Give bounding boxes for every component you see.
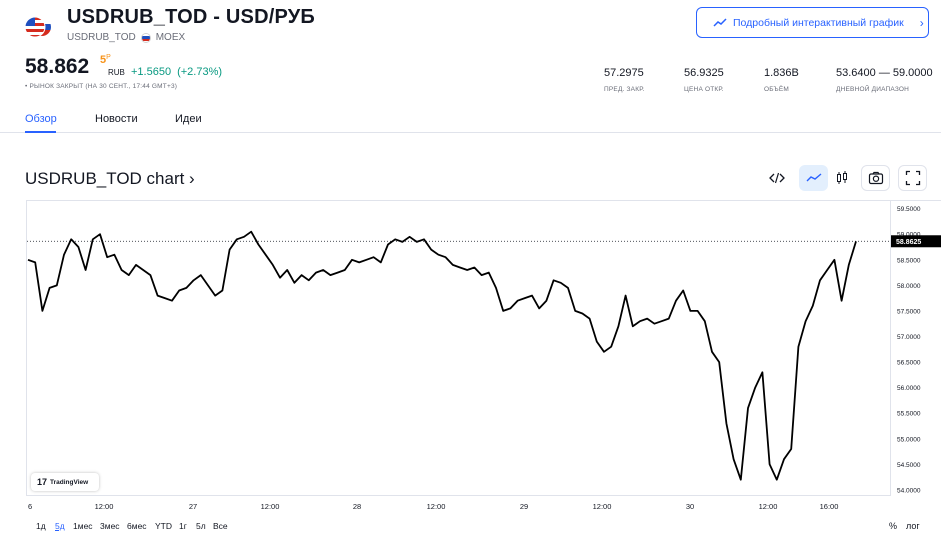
tab-bar: Обзор Новости Идеи bbox=[0, 105, 941, 133]
x-tick-label: 12:00 bbox=[759, 502, 778, 511]
price-series-line bbox=[27, 230, 857, 481]
stat-label: ЦЕНА ОТКР. bbox=[684, 86, 724, 93]
tab-overview[interactable]: Обзор bbox=[25, 113, 57, 125]
y-tick-label: 56.0000 bbox=[897, 385, 921, 392]
price-change: +1.5650 (+2.73%) bbox=[131, 66, 222, 78]
tradingview-badge-label: TradingView bbox=[50, 478, 89, 486]
x-tick-label: 12:00 bbox=[261, 502, 280, 511]
fullscreen-button[interactable] bbox=[898, 165, 927, 191]
log-scale-toggle[interactable]: лог bbox=[906, 521, 920, 531]
stat-prev-close: 57.2975 ПРЕД. ЗАКР. bbox=[604, 67, 645, 93]
y-tick-label: 59.0000 bbox=[897, 232, 921, 239]
stat-value: 1.836B bbox=[764, 67, 799, 79]
range-selector: 1д 5д 1мес 3мес 6мес YTD 1г 5л Все bbox=[0, 516, 941, 538]
exchange-name[interactable]: MOEX bbox=[155, 32, 186, 43]
y-tick-label: 58.0000 bbox=[897, 283, 921, 290]
fullscreen-icon bbox=[905, 170, 920, 186]
candles-style-button[interactable] bbox=[827, 165, 856, 191]
y-tick-label: 57.0000 bbox=[897, 334, 921, 341]
chevron-right-icon: › bbox=[919, 15, 924, 30]
code-icon bbox=[768, 172, 785, 184]
price-last-digit: 5 bbox=[100, 54, 107, 66]
y-tick-label: 57.5000 bbox=[897, 308, 921, 315]
range-5y[interactable]: 5л bbox=[196, 521, 206, 531]
change-abs: +1.5650 bbox=[131, 66, 172, 78]
symbol-subtitle: USDRUB_TOD MOEX bbox=[67, 32, 185, 43]
russia-flag-icon bbox=[140, 32, 151, 43]
range-1m[interactable]: 1мес bbox=[73, 521, 93, 531]
x-tick-label: 6 bbox=[28, 502, 32, 511]
price-currency: RUB bbox=[108, 68, 125, 77]
time-axis[interactable] bbox=[26, 496, 890, 516]
tradingview-badge[interactable]: 17 TradingView bbox=[31, 473, 99, 491]
last-price-label: 58.8625 bbox=[896, 239, 921, 246]
range-5d[interactable]: 5д bbox=[55, 521, 65, 531]
stat-value: 56.9325 bbox=[684, 67, 724, 79]
stat-open: 56.9325 ЦЕНА ОТКР. bbox=[684, 67, 724, 93]
stat-volume: 1.836B ОБЪЁМ bbox=[764, 67, 799, 93]
x-tick-label: 12:00 bbox=[593, 502, 612, 511]
active-tab-indicator bbox=[25, 131, 56, 133]
stat-label: ОБЪЁМ bbox=[764, 86, 790, 93]
stat-label: ДНЕВНОЙ ДИАПАЗОН bbox=[836, 86, 910, 93]
x-tick-label: 12:00 bbox=[95, 502, 114, 511]
line-chart-icon bbox=[713, 17, 727, 27]
market-status: • РЫНОК ЗАКРЫТ (НА 30 СЕНТ., 17:44 GMT+3… bbox=[25, 83, 178, 90]
candles-icon bbox=[836, 171, 847, 184]
price-currency-mark: P bbox=[106, 54, 111, 61]
interactive-chart-button-label: Подробный интерактивный график bbox=[733, 16, 904, 29]
percent-scale-toggle[interactable]: % bbox=[889, 521, 898, 531]
range-all[interactable]: Все bbox=[213, 521, 228, 531]
usd-rub-flag-icon bbox=[24, 14, 51, 40]
y-tick-label: 55.5000 bbox=[897, 411, 921, 418]
chart-pane[interactable] bbox=[26, 200, 890, 496]
chart-title-link[interactable]: USDRUB_TOD chart › bbox=[25, 169, 195, 188]
stat-value: 57.2975 bbox=[604, 67, 644, 79]
x-tick-label: 29 bbox=[520, 502, 528, 511]
stat-value: 53.6400 — 59.0000 bbox=[836, 67, 933, 79]
range-3m[interactable]: 3мес bbox=[100, 521, 120, 531]
tradingview-logo-icon: 17 bbox=[37, 477, 48, 487]
price-superscript: 5P bbox=[100, 54, 111, 66]
y-tick-label: 58.5000 bbox=[897, 257, 921, 264]
screenshot-button[interactable] bbox=[861, 165, 890, 191]
price-scale[interactable] bbox=[890, 200, 941, 496]
y-tick-label: 59.5000 bbox=[897, 206, 921, 213]
x-tick-label: 16:00 bbox=[820, 502, 839, 511]
tab-news[interactable]: Новости bbox=[95, 113, 138, 125]
y-tick-label: 54.0000 bbox=[897, 487, 921, 494]
stat-day-range: 53.6400 — 59.0000 ДНЕВНОЙ ДИАПАЗОН bbox=[836, 67, 933, 93]
page-title: USDRUB_TOD - USD/РУБ bbox=[67, 6, 315, 28]
x-tick-label: 27 bbox=[189, 502, 197, 511]
symbol-code: USDRUB_TOD bbox=[67, 32, 136, 43]
x-tick-label: 30 bbox=[686, 502, 694, 511]
range-6m[interactable]: 6мес bbox=[127, 521, 147, 531]
embed-code-button[interactable] bbox=[762, 165, 791, 191]
camera-icon bbox=[868, 171, 883, 185]
y-tick-label: 55.0000 bbox=[897, 436, 921, 443]
line-chart-icon bbox=[806, 173, 821, 182]
y-tick-label: 54.5000 bbox=[897, 462, 921, 469]
tab-ideas[interactable]: Идеи bbox=[175, 113, 202, 125]
stat-label: ПРЕД. ЗАКР. bbox=[604, 86, 645, 93]
last-price-badge bbox=[891, 235, 941, 248]
line-style-button[interactable] bbox=[799, 165, 828, 191]
range-1y[interactable]: 1г bbox=[179, 521, 187, 531]
range-ytd[interactable]: YTD bbox=[155, 521, 172, 531]
change-pct: (+2.73%) bbox=[177, 66, 223, 78]
x-tick-label: 28 bbox=[353, 502, 361, 511]
range-1d[interactable]: 1д bbox=[36, 521, 46, 531]
y-tick-label: 56.5000 bbox=[897, 360, 921, 367]
x-tick-label: 12:00 bbox=[427, 502, 446, 511]
last-price: 58.862 bbox=[25, 55, 90, 78]
interactive-chart-button[interactable]: Подробный интерактивный график › bbox=[696, 7, 929, 38]
